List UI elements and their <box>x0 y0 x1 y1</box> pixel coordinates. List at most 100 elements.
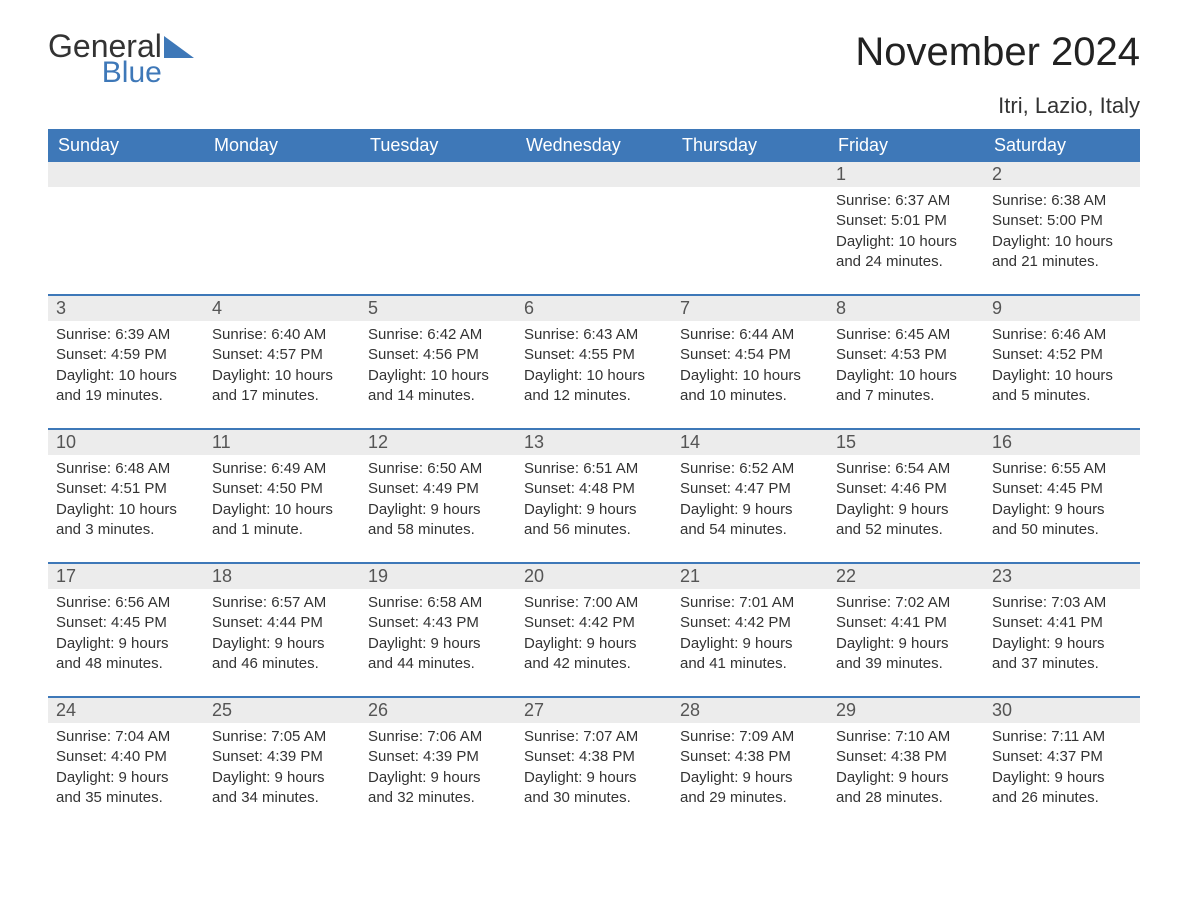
week-row: 1Sunrise: 6:37 AMSunset: 5:01 PMDaylight… <box>48 162 1140 280</box>
day-daylight1: Daylight: 9 hours <box>680 768 820 788</box>
day-cell: 6Sunrise: 6:43 AMSunset: 4:55 PMDaylight… <box>516 296 672 414</box>
day-cell: 26Sunrise: 7:06 AMSunset: 4:39 PMDayligh… <box>360 698 516 816</box>
day-sunset: Sunset: 4:51 PM <box>56 479 196 499</box>
day-cell <box>48 162 204 280</box>
day-cell: 21Sunrise: 7:01 AMSunset: 4:42 PMDayligh… <box>672 564 828 682</box>
day-sunrise: Sunrise: 6:46 AM <box>992 325 1132 345</box>
day-number: 1 <box>828 162 984 187</box>
day-sunrise: Sunrise: 6:48 AM <box>56 459 196 479</box>
day-daylight1: Daylight: 9 hours <box>56 634 196 654</box>
day-sunset: Sunset: 4:38 PM <box>680 747 820 767</box>
day-sunrise: Sunrise: 7:10 AM <box>836 727 976 747</box>
day-details: Sunrise: 7:07 AMSunset: 4:38 PMDaylight:… <box>524 727 664 808</box>
day-sunset: Sunset: 4:50 PM <box>212 479 352 499</box>
day-cell: 28Sunrise: 7:09 AMSunset: 4:38 PMDayligh… <box>672 698 828 816</box>
day-sunset: Sunset: 5:00 PM <box>992 211 1132 231</box>
day-number: 20 <box>516 564 672 589</box>
day-daylight2: and 50 minutes. <box>992 520 1132 540</box>
day-cell <box>360 162 516 280</box>
day-daylight2: and 37 minutes. <box>992 654 1132 674</box>
day-sunrise: Sunrise: 6:52 AM <box>680 459 820 479</box>
day-number: 5 <box>360 296 516 321</box>
day-details: Sunrise: 6:54 AMSunset: 4:46 PMDaylight:… <box>836 459 976 540</box>
day-daylight2: and 44 minutes. <box>368 654 508 674</box>
day-daylight2: and 42 minutes. <box>524 654 664 674</box>
day-daylight1: Daylight: 9 hours <box>836 768 976 788</box>
day-sunrise: Sunrise: 6:37 AM <box>836 191 976 211</box>
day-daylight2: and 48 minutes. <box>56 654 196 674</box>
day-cell: 10 Sunrise: 6:48 AMSunset: 4:51 PMDayligh… <box>48 430 204 548</box>
day-sunrise: Sunrise: 6:50 AM <box>368 459 508 479</box>
day-number: 7 <box>672 296 828 321</box>
day-details: Sunrise: 6:49 AMSunset: 4:50 PMDaylight:… <box>212 459 352 540</box>
day-number: 9 <box>984 296 1140 321</box>
day-sunset: Sunset: 4:48 PM <box>524 479 664 499</box>
logo-blue: Blue <box>48 58 162 88</box>
day-sunrise: Sunrise: 6:54 AM <box>836 459 976 479</box>
day-daylight2: and 30 minutes. <box>524 788 664 808</box>
day-details: Sunrise: 6:50 AMSunset: 4:49 PMDaylight:… <box>368 459 508 540</box>
day-number <box>672 162 828 187</box>
week-row: 24 Sunrise: 7:04 AMSunset: 4:40 PMDayligh… <box>48 696 1140 816</box>
day-cell: 3Sunrise: 6:39 AMSunset: 4:59 PMDaylight… <box>48 296 204 414</box>
day-details: Sunrise: 6:55 AMSunset: 4:45 PMDaylight:… <box>992 459 1132 540</box>
day-sunset: Sunset: 4:47 PM <box>680 479 820 499</box>
day-details: Sunrise: 7:11 AMSunset: 4:37 PMDaylight:… <box>992 727 1132 808</box>
day-daylight1: Daylight: 9 hours <box>368 634 508 654</box>
day-cell: 29Sunrise: 7:10 AMSunset: 4:38 PMDayligh… <box>828 698 984 816</box>
day-daylight1: Daylight: 10 hours <box>56 366 196 386</box>
day-daylight1: Daylight: 9 hours <box>368 500 508 520</box>
day-daylight1: Daylight: 9 hours <box>524 634 664 654</box>
day-details: Sunrise: 6:44 AMSunset: 4:54 PMDaylight:… <box>680 325 820 406</box>
day-daylight2: and 12 minutes. <box>524 386 664 406</box>
day-number <box>204 162 360 187</box>
day-sunrise: Sunrise: 6:39 AM <box>56 325 196 345</box>
day-daylight2: and 52 minutes. <box>836 520 976 540</box>
weekday-header: Tuesday <box>360 129 516 162</box>
day-daylight1: Daylight: 10 hours <box>836 366 976 386</box>
day-number: 25 <box>204 698 360 723</box>
day-details: Sunrise: 6:52 AMSunset: 4:47 PMDaylight:… <box>680 459 820 540</box>
day-number: 11 <box>204 430 360 455</box>
day-details: Sunrise: 6:48 AMSunset: 4:51 PMDaylight:… <box>56 459 196 540</box>
day-daylight2: and 14 minutes. <box>368 386 508 406</box>
day-number: 10 <box>48 430 204 455</box>
day-sunrise: Sunrise: 7:06 AM <box>368 727 508 747</box>
day-daylight1: Daylight: 9 hours <box>524 768 664 788</box>
weekday-header: Wednesday <box>516 129 672 162</box>
day-daylight2: and 56 minutes. <box>524 520 664 540</box>
day-sunset: Sunset: 4:42 PM <box>524 613 664 633</box>
day-details: Sunrise: 6:42 AMSunset: 4:56 PMDaylight:… <box>368 325 508 406</box>
day-sunrise: Sunrise: 6:43 AM <box>524 325 664 345</box>
day-sunset: Sunset: 4:38 PM <box>524 747 664 767</box>
day-daylight1: Daylight: 10 hours <box>368 366 508 386</box>
day-daylight2: and 5 minutes. <box>992 386 1132 406</box>
day-number: 26 <box>360 698 516 723</box>
day-daylight1: Daylight: 10 hours <box>212 500 352 520</box>
day-sunset: Sunset: 4:41 PM <box>836 613 976 633</box>
day-cell <box>204 162 360 280</box>
day-sunrise: Sunrise: 6:57 AM <box>212 593 352 613</box>
day-sunrise: Sunrise: 6:51 AM <box>524 459 664 479</box>
weekday-header: Thursday <box>672 129 828 162</box>
day-daylight1: Daylight: 9 hours <box>56 768 196 788</box>
day-daylight1: Daylight: 9 hours <box>212 634 352 654</box>
day-sunrise: Sunrise: 6:40 AM <box>212 325 352 345</box>
month-title: November 2024 <box>855 30 1140 75</box>
day-details: Sunrise: 7:04 AMSunset: 4:40 PMDaylight:… <box>56 727 196 808</box>
day-cell <box>672 162 828 280</box>
day-sunrise: Sunrise: 6:42 AM <box>368 325 508 345</box>
day-cell: 4Sunrise: 6:40 AMSunset: 4:57 PMDaylight… <box>204 296 360 414</box>
day-sunset: Sunset: 4:39 PM <box>212 747 352 767</box>
week-row: 17Sunrise: 6:56 AMSunset: 4:45 PMDayligh… <box>48 562 1140 682</box>
weekday-header: Sunday <box>48 129 204 162</box>
day-cell: 12Sunrise: 6:50 AMSunset: 4:49 PMDayligh… <box>360 430 516 548</box>
day-cell: 19Sunrise: 6:58 AMSunset: 4:43 PMDayligh… <box>360 564 516 682</box>
day-sunset: Sunset: 4:45 PM <box>56 613 196 633</box>
weekday-header: Saturday <box>984 129 1140 162</box>
day-number: 27 <box>516 698 672 723</box>
day-daylight2: and 32 minutes. <box>368 788 508 808</box>
week-row: 3Sunrise: 6:39 AMSunset: 4:59 PMDaylight… <box>48 294 1140 414</box>
day-cell: 16Sunrise: 6:55 AMSunset: 4:45 PMDayligh… <box>984 430 1140 548</box>
day-number: 24 <box>48 698 204 723</box>
